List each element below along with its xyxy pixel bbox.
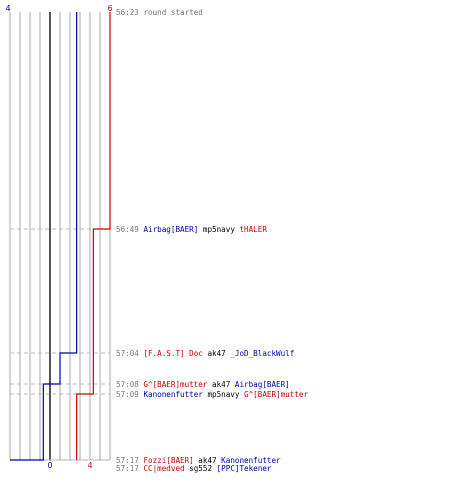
event-text: ak47 (207, 380, 234, 389)
bottom-tick-label: 4 (87, 461, 92, 470)
event-text: mp5navy (198, 225, 239, 234)
event-time: 57:09 (116, 390, 143, 399)
kill-event-row: 57:17 Fozzi[BAER] ak47 Kanonenfutter (116, 456, 281, 465)
event-text: sg552 (185, 464, 217, 473)
event-text: ak47 (203, 349, 230, 358)
event-layer: 56:23 round started 56:49 Airbag[BAER] mp… (116, 8, 308, 473)
event-time: 57:08 (116, 380, 143, 389)
kill-event-row: 57:08 G^[BAER]mutter ak47 Airbag[BAER] (116, 380, 290, 389)
kill-event-row: 56:49 Airbag[BAER] mp5navy tHALER (116, 225, 267, 234)
bottom-tick-label: 0 (47, 461, 52, 470)
kill-event-row: 57:17 CC|medved sg552 [PPC]Tekener (116, 464, 272, 473)
tick-layer: 4 6 0 4 (5, 4, 112, 470)
kill-event-row: 57:04 [F.A.S.T] Doc ak47 _JoD_BlackWulf (116, 349, 294, 358)
event-text: Kanonenfutter (221, 456, 281, 465)
event-text: round started (143, 8, 202, 17)
event-time: 56:49 (116, 225, 143, 234)
event-time: 57:04 (116, 349, 143, 358)
event-text: mp5navy (203, 390, 244, 399)
event-text: ak47 (194, 456, 221, 465)
top-tick-label: 4 (5, 4, 10, 13)
event-text: tHALER (239, 225, 267, 234)
event-text: Airbag[BAER] (235, 380, 290, 389)
event-text: [PPC]Tekener (217, 464, 272, 473)
kill-event-row: 56:23 round started (116, 8, 203, 17)
event-text: Airbag[BAER] (143, 225, 198, 234)
event-text: Fozzi[BAER] (143, 456, 193, 465)
event-text: CC|medved (143, 464, 184, 473)
event-time: 57:17 (116, 456, 143, 465)
event-text: G^[BAER]mutter (143, 380, 207, 389)
series-layer (10, 12, 111, 461)
red-series-line (76, 12, 111, 460)
event-time: 56:23 (116, 8, 143, 17)
blue-series-line (10, 12, 78, 461)
event-text: [F.A.S.T] Doc (143, 349, 202, 358)
event-text: G^[BAER]mutter (244, 390, 308, 399)
event-text: Kanonenfutter (143, 390, 203, 399)
kill-event-row: 57:09 Kanonenfutter mp5navy G^[BAER]mutt… (116, 390, 308, 399)
top-tick-label: 6 (107, 4, 112, 13)
event-time: 57:17 (116, 464, 143, 473)
event-text: _JoD_BlackWulf (230, 349, 294, 358)
grid-layer (9, 12, 111, 461)
